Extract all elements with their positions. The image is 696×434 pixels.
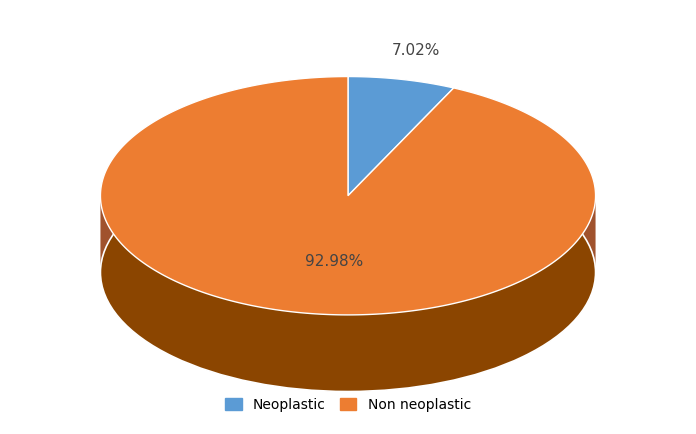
Text: 92.98%: 92.98% — [305, 254, 363, 269]
Ellipse shape — [100, 153, 596, 391]
Polygon shape — [100, 197, 596, 391]
Text: 7.02%: 7.02% — [392, 43, 440, 58]
Polygon shape — [348, 76, 454, 196]
Legend: Neoplastic, Non neoplastic: Neoplastic, Non neoplastic — [219, 391, 477, 419]
Polygon shape — [100, 76, 596, 315]
